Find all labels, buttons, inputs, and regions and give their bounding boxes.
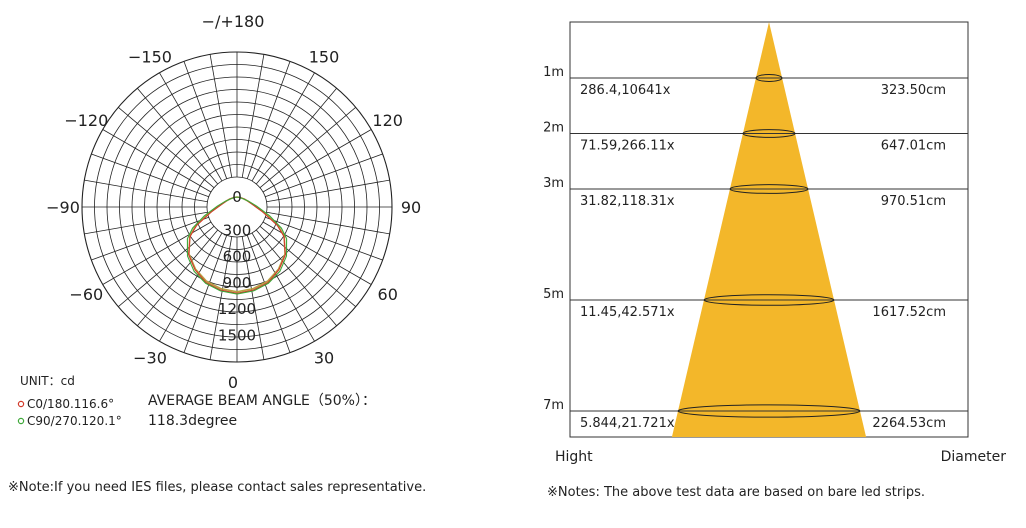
- polar-spoke: [84, 211, 208, 235]
- distance-label: 7m: [543, 398, 564, 413]
- angle-label: 90: [401, 198, 421, 217]
- cone-row: 5m 11.45,42.571x 1617.52cm: [543, 287, 968, 320]
- distance-label: 3m: [543, 176, 564, 191]
- legend-c0-marker: [17, 400, 25, 408]
- radial-label: 300: [223, 221, 252, 239]
- polar-spoke: [251, 232, 315, 342]
- polar-distribution-chart: 150 −150 120 −120 90 −90 60 −60 30 −30 0 0 300 600 90…: [8, 12, 426, 495]
- unit-label: UNIT：cd: [20, 374, 75, 388]
- polar-spoke: [265, 153, 383, 198]
- angle-label: −120: [64, 111, 108, 130]
- polar-spoke: [255, 88, 337, 185]
- polar-spoke: [259, 225, 356, 307]
- radial-label: 1200: [218, 300, 256, 318]
- radial-label: 0: [232, 188, 242, 206]
- cone-row: 1m 286.4,10641x 323.50cm: [543, 65, 968, 98]
- diameter-label: 2264.53cm: [872, 416, 946, 431]
- legend-c0-label: C0/180.116.6°: [27, 397, 114, 411]
- beam-ellipse: [729, 184, 809, 194]
- diameter-label: 970.51cm: [881, 194, 946, 209]
- beam-ellipse: [677, 404, 861, 418]
- polar-spoke: [255, 229, 337, 326]
- angle-label: −90: [46, 198, 80, 217]
- polar-spoke: [91, 153, 209, 198]
- legend-c90-marker: [17, 417, 25, 425]
- polar-spoke: [209, 54, 233, 178]
- x-label-hight: Hight: [555, 449, 593, 465]
- polar-spoke: [91, 216, 209, 261]
- polar-spoke: [251, 72, 315, 182]
- polar-spoke: [241, 236, 265, 360]
- beam-ellipse: [703, 294, 835, 306]
- angle-label: −30: [133, 349, 167, 368]
- polar-spoke: [118, 225, 215, 307]
- polar-note: ※Note:If you need IES files, please cont…: [8, 480, 426, 495]
- distance-label: 1m: [543, 65, 564, 80]
- angle-label: 60: [378, 285, 398, 304]
- polar-spoke: [183, 235, 228, 353]
- polar-spoke: [259, 107, 356, 189]
- angle-label: 120: [372, 111, 403, 130]
- diameter-label: 1617.52cm: [872, 305, 946, 320]
- x-label-diameter: Diameter: [941, 449, 1007, 465]
- illuminance-label: 286.4,10641x: [580, 83, 671, 98]
- polar-spoke: [159, 232, 223, 342]
- illuminance-label: 31.82,118.31x: [580, 194, 675, 209]
- diameter-label: 323.50cm: [881, 83, 946, 98]
- angle-label: 0: [228, 373, 238, 392]
- polar-spoke: [102, 129, 212, 193]
- beam-angle-title: AVERAGE BEAM ANGLE（50%）：: [148, 393, 376, 409]
- beam-angle-value: 118.3degree: [148, 413, 237, 429]
- polar-spoke: [137, 88, 219, 185]
- polar-spoke: [209, 236, 233, 360]
- cone-rows: 1m 286.4,10641x 323.50cm 2m 71.59,266.11x 647…: [543, 65, 968, 431]
- polar-spoke: [84, 179, 208, 203]
- legend-c90-label: C90/270.120.1°: [27, 414, 122, 428]
- distance-label: 5m: [543, 287, 564, 302]
- polar-curves: [186, 196, 288, 295]
- polar-spoke: [266, 211, 390, 235]
- diameter-label: 647.01cm: [881, 139, 946, 154]
- radial-label: 900: [223, 274, 252, 292]
- cone-row: 3m 31.82,118.31x 970.51cm: [543, 176, 968, 209]
- polar-radial-labels: 0 300 600 900 1200 1500: [218, 188, 256, 344]
- illuminance-label: 11.45,42.571x: [580, 305, 675, 320]
- polar-spoke: [159, 72, 223, 182]
- polar-spoke: [265, 216, 383, 261]
- illuminance-label: 71.59,266.11x: [580, 139, 675, 154]
- angle-label: −60: [69, 285, 103, 304]
- polar-spoke: [246, 235, 291, 353]
- polar-spoke: [137, 229, 219, 326]
- cone-row: 2m 71.59,266.11x 647.01cm: [543, 121, 968, 154]
- polar-spoke: [246, 61, 291, 179]
- polar-spoke: [266, 179, 390, 203]
- cone-row: 7m 5.844,21.721x 2264.53cm: [543, 398, 968, 431]
- polar-angle-labels: 150 −150 120 −120 90 −90 60 −60 30 −30 0: [46, 47, 421, 392]
- polar-spoke: [241, 54, 265, 178]
- radial-label: 600: [223, 248, 252, 266]
- beam-cone-diagram: 1m 286.4,10641x 323.50cm 2m 71.59,266.11x 647…: [543, 21, 1007, 500]
- beam-ellipse: [742, 129, 796, 138]
- polar-top-label: −/+180: [202, 12, 265, 31]
- polar-spoke: [183, 61, 228, 179]
- angle-label: 30: [314, 349, 334, 368]
- curve-c90: [186, 196, 288, 295]
- beam-ellipse: [755, 74, 783, 82]
- light-cone: [671, 22, 867, 437]
- illuminance-label: 5.844,21.721x: [580, 416, 675, 431]
- angle-label: −150: [128, 47, 172, 66]
- polar-spoke: [262, 129, 372, 193]
- distance-label: 2m: [543, 121, 564, 136]
- radial-label: 1500: [218, 326, 256, 344]
- cone-note: ※Notes: The above test data are based on…: [547, 485, 925, 500]
- angle-label: 150: [309, 47, 340, 66]
- polar-spoke: [118, 107, 215, 189]
- curve-c0: [188, 196, 286, 294]
